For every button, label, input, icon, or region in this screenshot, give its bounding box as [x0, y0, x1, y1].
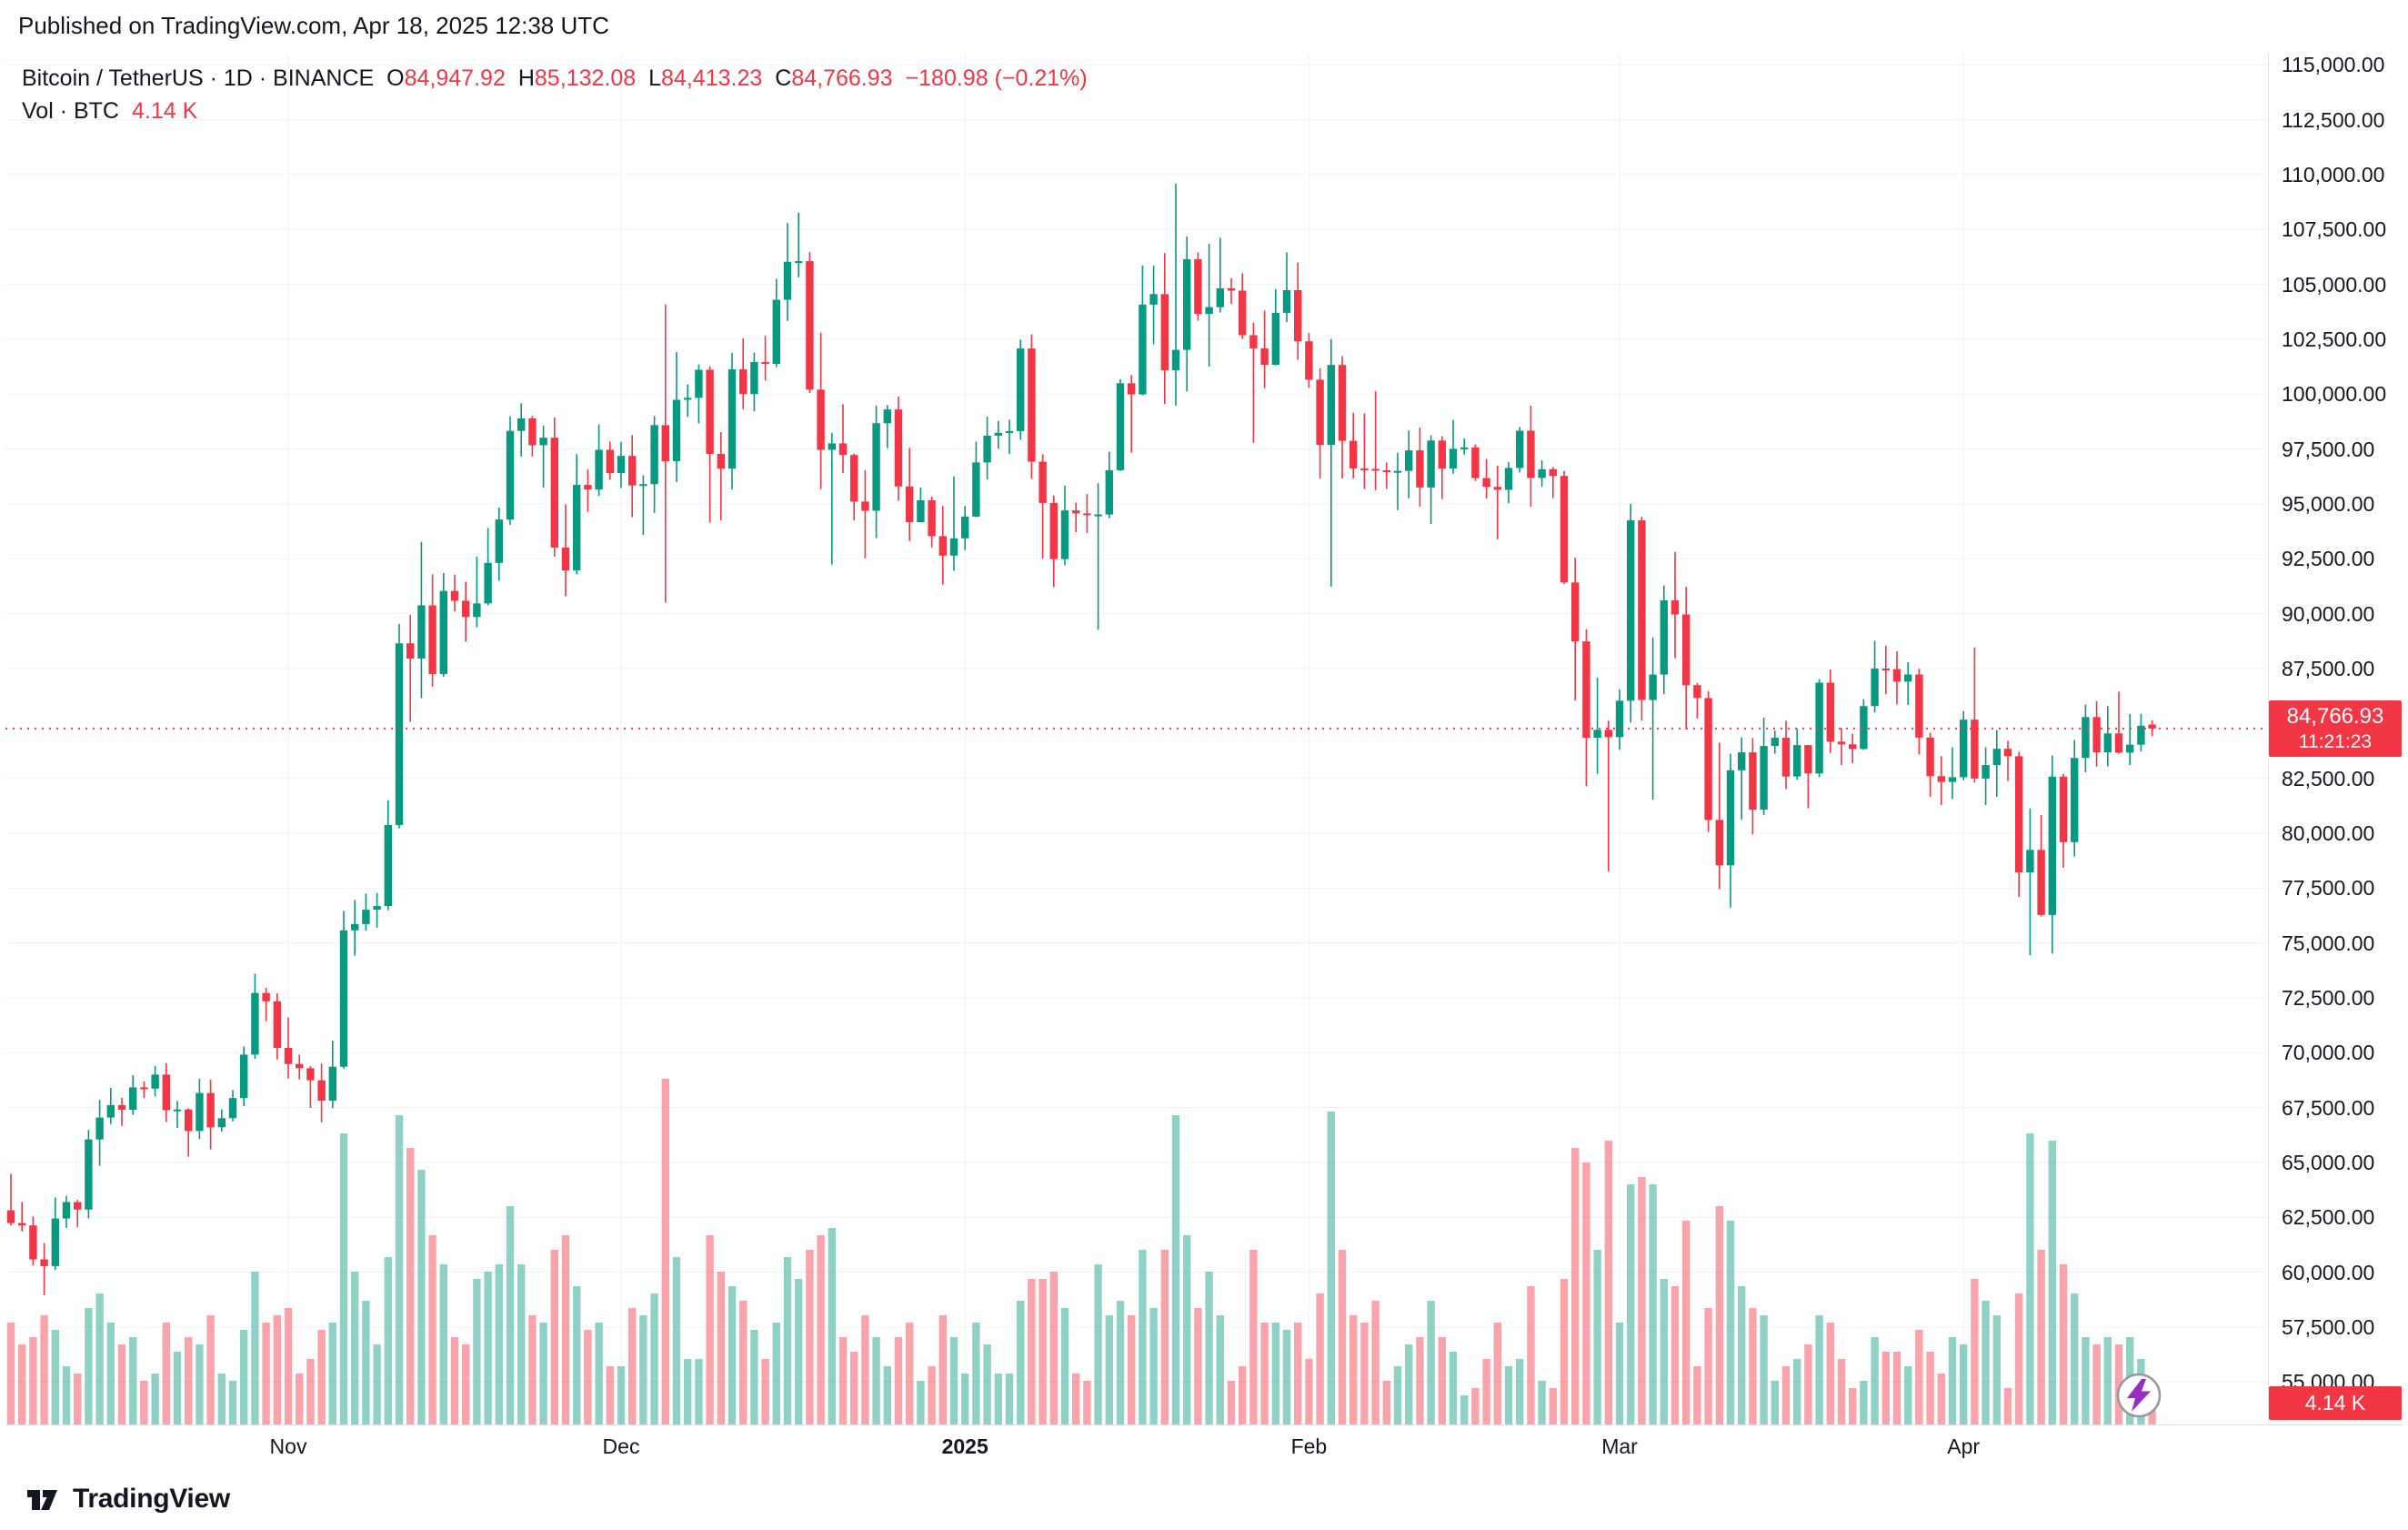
price-axis[interactable]: 115,000.00 112,500.00 110,000.00 107,500.00…	[2268, 53, 2403, 1424]
price-axis-label: 65,000.00	[2282, 1150, 2375, 1174]
time-axis-label: Nov	[269, 1434, 307, 1458]
grid	[5, 53, 2268, 1424]
price-axis-label: 75,000.00	[2282, 931, 2375, 955]
last-price-value: 84,766.93	[2286, 703, 2384, 729]
volume-value: 4.14 K	[131, 98, 198, 124]
time-axis-label: Mar	[1601, 1434, 1638, 1458]
legend-row-symbol: Bitcoin / TetherUS · 1D · BINANCE O84,94…	[22, 62, 1088, 95]
lightning-bolt-icon	[2127, 1379, 2151, 1412]
publish-info: Published on TradingView.com, Apr 18, 20…	[0, 0, 2408, 51]
price-axis-label: 62,500.00	[2282, 1205, 2375, 1230]
price-axis-label: 70,000.00	[2282, 1041, 2375, 1065]
flash-icon[interactable]	[2113, 1370, 2164, 1421]
price-axis-label: 100,000.00	[2282, 382, 2387, 407]
candle-series	[6, 183, 2156, 1295]
price-axis-label: 102,500.00	[2282, 327, 2387, 351]
volume-label: Vol · BTC	[22, 98, 119, 124]
price-axis-label: 87,500.00	[2282, 656, 2375, 680]
legend-row-volume: Vol · BTC 4.14 K	[22, 95, 1088, 127]
time-axis-label: 2025	[941, 1434, 988, 1458]
price-axis-label: 90,000.00	[2282, 601, 2375, 626]
tradingview-logo-icon[interactable]	[24, 1480, 62, 1518]
price-axis-label: 110,000.00	[2282, 162, 2385, 186]
ohlc-open: O84,947.92	[386, 65, 506, 91]
volume-series	[6, 1079, 2156, 1424]
ohlc-high: H85,132.08	[517, 65, 637, 91]
last-price-badge: 84,766.93 11:21:23	[2269, 700, 2402, 757]
price-axis-label: 95,000.00	[2282, 491, 2375, 516]
ohlc-low: L84,413.23	[648, 65, 763, 91]
price-axis-label: 77,500.00	[2282, 876, 2375, 901]
footer-bar: TradingView	[0, 1468, 2408, 1530]
tradingview-brand[interactable]: TradingView	[73, 1484, 230, 1514]
price-axis-label: 72,500.00	[2282, 985, 2375, 1010]
ohlc-close: C84,766.93	[775, 65, 893, 91]
price-axis-label: 60,000.00	[2282, 1260, 2375, 1284]
time-axis[interactable]: Nov Dec 2025 Feb Mar Apr	[5, 1424, 2403, 1468]
time-axis-label: Apr	[1947, 1434, 1981, 1458]
chart-container: 115,000.00 112,500.00 110,000.00 107,500.00…	[5, 53, 2403, 1468]
chart-legend: Bitcoin / TetherUS · 1D · BINANCE O84,94…	[22, 62, 1088, 127]
time-axis-label: Feb	[1290, 1434, 1328, 1458]
price-axis-label: 115,000.00	[2282, 53, 2385, 77]
change-value: −180.98 (−0.21%)	[905, 65, 1088, 91]
time-axis-label: Dec	[602, 1434, 640, 1458]
price-axis-label: 112,500.00	[2282, 107, 2385, 132]
symbol-title: Bitcoin / TetherUS · 1D · BINANCE	[22, 65, 375, 91]
volume-axis-badge: 4.14 K	[2269, 1386, 2402, 1420]
candlestick-chart[interactable]	[5, 53, 2268, 1424]
price-axis-label: 97,500.00	[2282, 437, 2375, 461]
bar-close-countdown: 11:21:23	[2298, 730, 2373, 752]
price-axis-label: 82,500.00	[2282, 766, 2375, 790]
price-axis-label: 107,500.00	[2282, 217, 2387, 242]
price-axis-label: 80,000.00	[2282, 820, 2375, 845]
price-axis-label: 57,500.00	[2282, 1314, 2375, 1339]
price-axis-label: 92,500.00	[2282, 547, 2375, 571]
price-axis-label: 67,500.00	[2282, 1095, 2375, 1120]
price-axis-label: 105,000.00	[2282, 272, 2387, 297]
publish-text: Published on TradingView.com, Apr 18, 20…	[18, 11, 609, 39]
